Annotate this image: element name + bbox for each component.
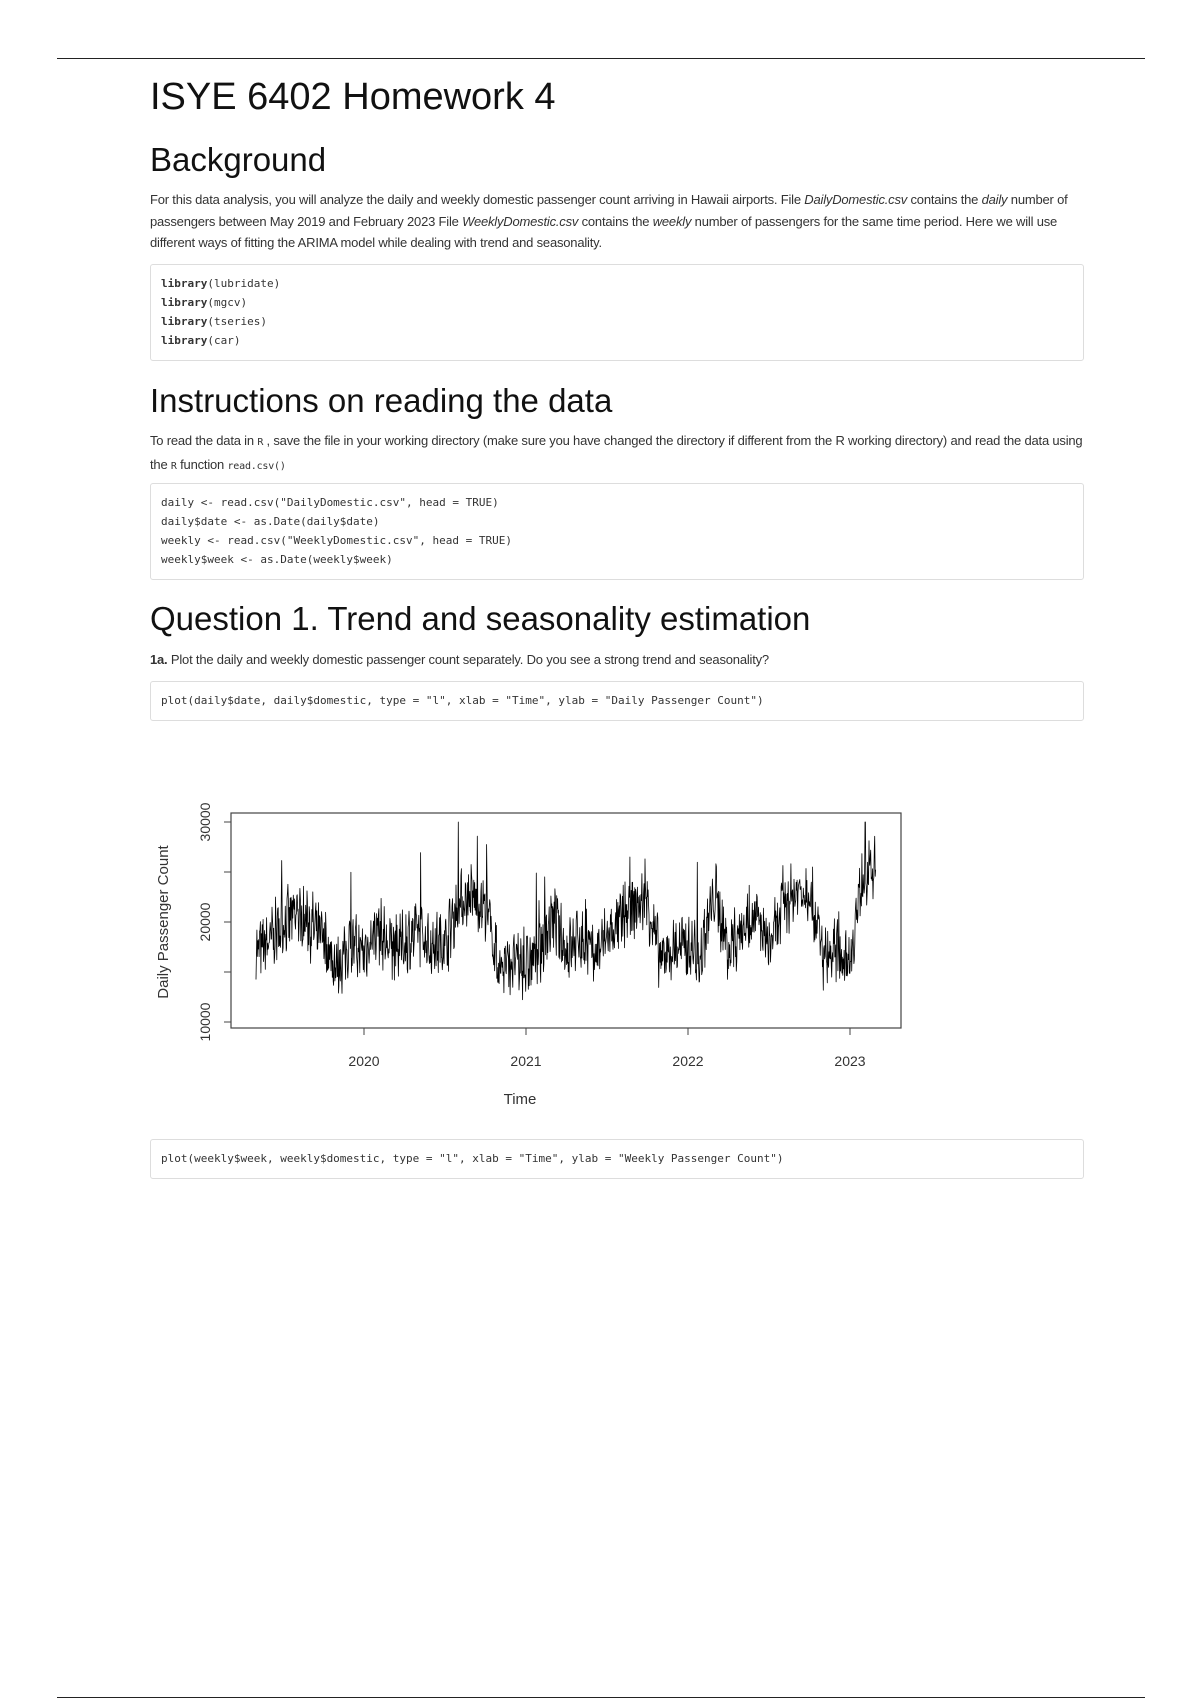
plot-frame [230,812,902,1029]
x-tick-label: 2020 [348,1053,379,1069]
y-axis-label: Daily Passenger Count [155,844,172,998]
y-tick-label: 20000 [197,902,213,941]
page-title: ISYE 6402 Homework 4 [150,76,556,118]
bottom-rule [57,1697,1145,1698]
library-code-block: library(lubridate) library(mgcv) library… [150,264,1084,361]
x-axis-label: Time [504,1091,537,1108]
question-1a-text: 1a. Plot the daily and weekly domestic p… [150,652,769,667]
background-heading: Background [150,141,327,178]
plot-daily-code-block: plot(daily$date, daily$domestic, type = … [150,681,1084,721]
x-tick-label: 2023 [834,1053,865,1069]
plot-weekly-code-block: plot(weekly$week, weekly$domestic, type … [150,1139,1084,1179]
daily-series-line [255,821,876,1001]
x-tick-label: 2021 [510,1053,541,1069]
read-data-code-block: daily <- read.csv("DailyDomestic.csv", h… [150,483,1084,580]
x-tick-label: 2022 [672,1053,703,1069]
question1-heading: Question 1. Trend and seasonality estima… [150,600,811,637]
instructions-heading: Instructions on reading the data [150,382,613,419]
top-rule [57,58,1145,59]
y-tick-label: 30000 [197,802,213,841]
daily-passenger-chart: 2020 2021 2022 2023 10000 20000 30000 Time Dai… [155,802,902,1108]
background-paragraph: For this data analysis, you will analyze… [150,192,1068,250]
y-tick-label: 10000 [197,1002,213,1041]
instructions-paragraph: To read the data in R , save the file in… [150,433,1083,472]
